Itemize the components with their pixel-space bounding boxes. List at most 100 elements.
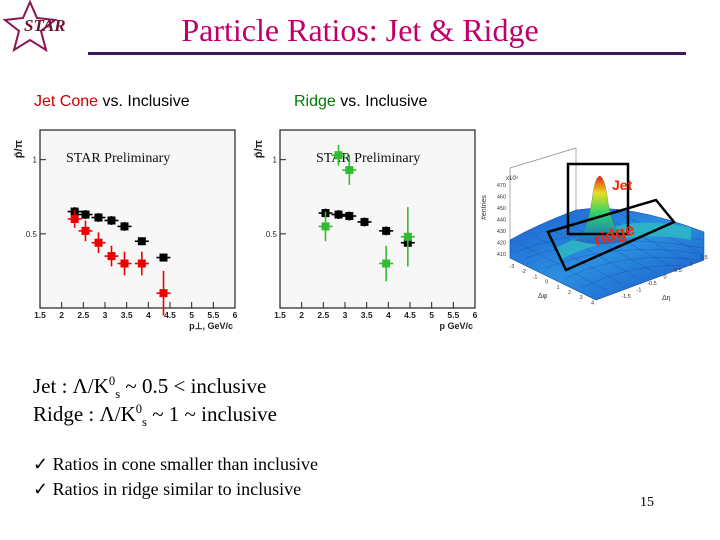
- data-point-marker: [120, 222, 129, 231]
- page-number: 15: [640, 495, 654, 510]
- surface-x-tick-label: 0: [545, 280, 548, 286]
- star-preliminary-label: STAR Preliminary: [316, 151, 420, 166]
- page-title: Particle Ratios: Jet & Ridge: [181, 12, 539, 48]
- x-tick-label: 2: [59, 310, 64, 320]
- surface-z-ticks: 410 420 430 440 450 460 470: [497, 183, 506, 258]
- ridge-line-lambda: Λ: [99, 402, 115, 426]
- surface-z-exponent: x10³: [506, 176, 518, 182]
- title-rule: [88, 52, 686, 55]
- x-tick-label: 5.5: [207, 310, 219, 320]
- x-tick-label: 4.5: [164, 310, 176, 320]
- surface-x-tick-label: -2: [521, 269, 526, 275]
- surface-y-ticks: -1.5 -1 -0.5 0 0.5 1 1.5: [621, 255, 708, 300]
- y-axis-label: p̄/π: [13, 139, 25, 158]
- ridge-line-s: s: [142, 415, 147, 430]
- y-tick-label: 1: [33, 156, 38, 165]
- ridge-line-suffix: ~ 1 ~ inclusive: [146, 402, 277, 426]
- data-point-marker: [107, 252, 116, 261]
- data-point-marker: [345, 212, 354, 221]
- data-point-marker: [334, 210, 343, 219]
- ridge-ratio-line: Ridge : Λ/K0s ~ 1 ~ inclusive: [33, 402, 277, 430]
- star-preliminary-label: STAR Preliminary: [66, 151, 170, 166]
- x-tick-label: 2: [299, 310, 304, 320]
- data-point-marker: [81, 210, 90, 219]
- x-tick-label: 2.5: [317, 310, 329, 320]
- surface-x-label: Δφ: [538, 293, 548, 300]
- x-tick-label: 6: [233, 310, 238, 320]
- bullet-item: ✓ü Ratios in cone smaller than inclusive: [33, 454, 318, 475]
- ridge-ratio-chart: 0.5 1 1.5 2 2.5 3 3.5 4 4.5 5 5.5 6 p̄/π p GeV/c STAR …: [253, 129, 478, 331]
- x-tick-label: 4: [146, 310, 151, 320]
- x-axis-label: p GeV/c: [439, 321, 473, 331]
- surface-x-tick-label: 3: [579, 295, 582, 301]
- subheading-jet-cone: Jet Cone vs. Inclusive: [34, 93, 190, 111]
- x-tick-label: 5: [189, 310, 194, 320]
- data-point-marker: [94, 238, 103, 247]
- bullet-text: Ratios in ridge similar to inclusive: [52, 479, 302, 499]
- data-point-marker: [321, 222, 330, 231]
- surface-peak: [573, 175, 629, 245]
- x-tick-label: 3: [103, 310, 108, 320]
- x-tick-label: 6: [473, 310, 478, 320]
- data-point-marker: [159, 253, 168, 262]
- ridge-line-prefix: Ridge :: [33, 402, 100, 426]
- surface-z-tick-label: 460: [497, 195, 506, 201]
- y-tick-label: 1: [273, 156, 278, 165]
- star-logo: STAR: [2, 0, 66, 53]
- plot-frame: [279, 129, 476, 309]
- surface-z-tick-label: 430: [497, 229, 506, 235]
- x-tick-label: 1.5: [274, 310, 286, 320]
- subheading-jet-highlight: Jet Cone: [34, 93, 99, 110]
- data-point-marker: [345, 166, 354, 175]
- x-tick-label: 3: [343, 310, 348, 320]
- logo-star-shape: [2, 0, 58, 53]
- surface-x-tick-label: 2: [568, 290, 571, 296]
- surface-y-tick-label: 0.5: [674, 268, 682, 274]
- data-point-marker: [137, 259, 146, 268]
- bullet-text: Ratios in cone smaller than inclusive: [52, 454, 319, 474]
- x-tick-label: 4.5: [404, 310, 416, 320]
- surface-x-tick-label: 1: [556, 285, 559, 291]
- x-tick-label: 3.5: [361, 310, 373, 320]
- jet-ratio-line: Jet : Λ/K0s ~ 0.5 < inclusive: [33, 374, 266, 402]
- x-tick-label: 5.5: [447, 310, 459, 320]
- surface-x-tick-label: 4: [591, 300, 594, 306]
- surface-z-tick-label: 470: [497, 183, 506, 189]
- surface-y-tick-label: 1: [689, 262, 692, 268]
- surface-y-tick-label: -0.5: [647, 281, 656, 287]
- subheading-ridge-highlight: Ridge: [294, 93, 336, 110]
- data-point-marker: [94, 213, 103, 222]
- jet-line-prefix: Jet :: [33, 374, 73, 398]
- checkmark-icon: ✓: [33, 479, 49, 499]
- subheading-ridge-rest: vs. Inclusive: [335, 93, 428, 110]
- data-point-marker: [120, 259, 129, 268]
- jet-line-zero: 0: [108, 374, 116, 388]
- data-point-marker: [382, 226, 391, 235]
- x-tick-label: 3.5: [121, 310, 133, 320]
- x-tick-label: 2.5: [77, 310, 89, 320]
- surface-z-label: #entries: [481, 195, 488, 220]
- surface-y-tick-label: -1: [637, 288, 642, 294]
- checkmark-icon: ✓: [33, 454, 49, 474]
- surface-x-tick-label: -3: [510, 264, 515, 270]
- surface-z-tick-label: 410: [497, 252, 506, 258]
- surface-y-tick-label: -1.5: [621, 294, 630, 300]
- surface-z-tick-label: 420: [497, 241, 506, 247]
- x-tick-label: 1.5: [34, 310, 46, 320]
- data-point-marker: [334, 151, 343, 160]
- logo-text: STAR: [24, 16, 66, 35]
- ridge-line-zero: 0: [135, 402, 143, 416]
- surface-z-tick-label: 450: [497, 206, 506, 212]
- surface-x-tick-label: -1: [533, 274, 538, 280]
- surface-z-tick-label: 440: [497, 218, 506, 224]
- y-tick-label: 0.5: [26, 230, 38, 239]
- data-point-marker: [382, 259, 391, 268]
- x-tick-label: 5: [429, 310, 434, 320]
- surface-y-tick-label: 1.5: [700, 255, 708, 261]
- data-point-marker: [403, 232, 412, 241]
- data-point-marker: [360, 217, 369, 226]
- jet-line-s: s: [115, 387, 121, 402]
- jet-line-slash: /K: [87, 374, 109, 398]
- data-point-marker: [70, 215, 79, 223]
- jet-cone-ratio-chart: 0.5 1 1.5 2 2.5 3 3.5 4 4.5 5 5.5 6 p̄/π p⊥, GeV/c STA…: [13, 129, 238, 331]
